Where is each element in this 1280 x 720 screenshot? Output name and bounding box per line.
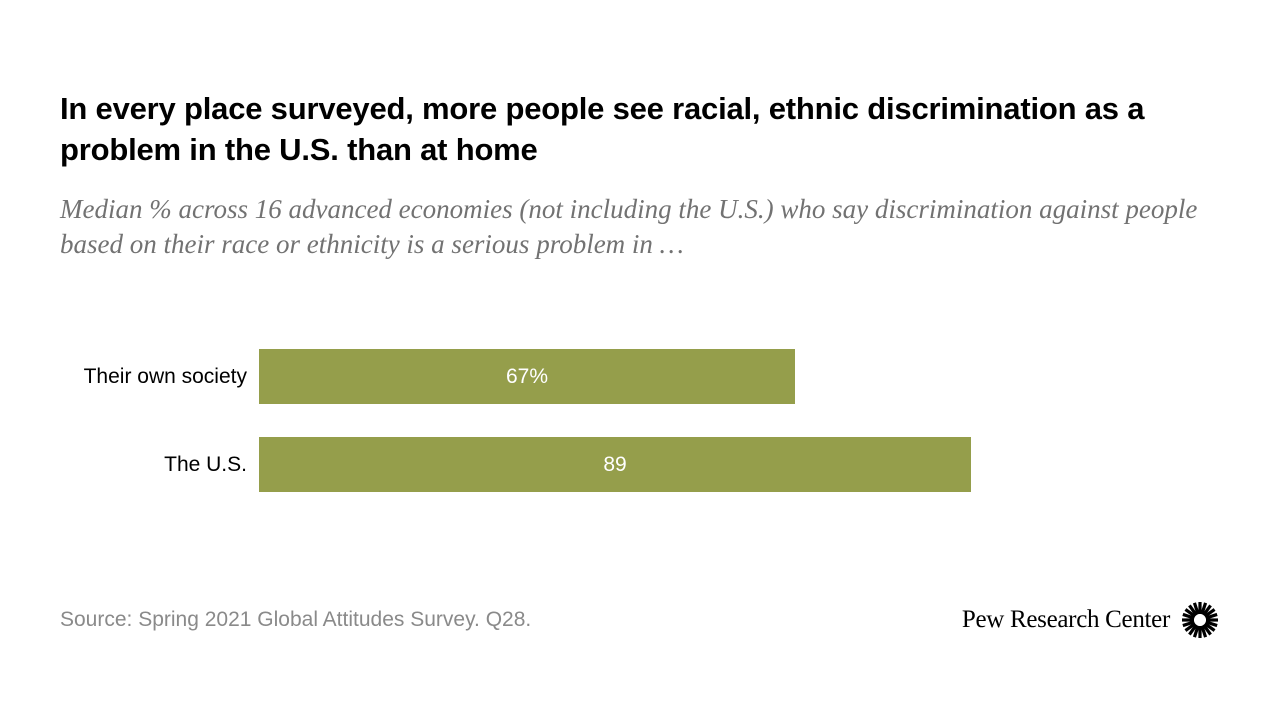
category-label: The U.S. xyxy=(164,453,247,476)
bar-value-label: 67% xyxy=(506,365,548,388)
pew-sunburst-icon xyxy=(1180,600,1220,640)
source-note: Source: Spring 2021 Global Attitudes Sur… xyxy=(60,608,532,631)
bars-group: Their own society 67% The U.S. 89 xyxy=(84,349,971,492)
category-label: Their own society xyxy=(84,365,248,388)
bar-value-label: 89 xyxy=(603,453,626,476)
bar xyxy=(259,437,971,492)
brand-lockup: Pew Research Center xyxy=(962,600,1220,640)
brand-name: Pew Research Center xyxy=(961,606,1170,633)
bar xyxy=(259,349,795,404)
chart-subtitle: Median % across 16 advanced economies (n… xyxy=(60,194,1198,259)
chart-title: In every place surveyed, more people see… xyxy=(60,91,1145,167)
